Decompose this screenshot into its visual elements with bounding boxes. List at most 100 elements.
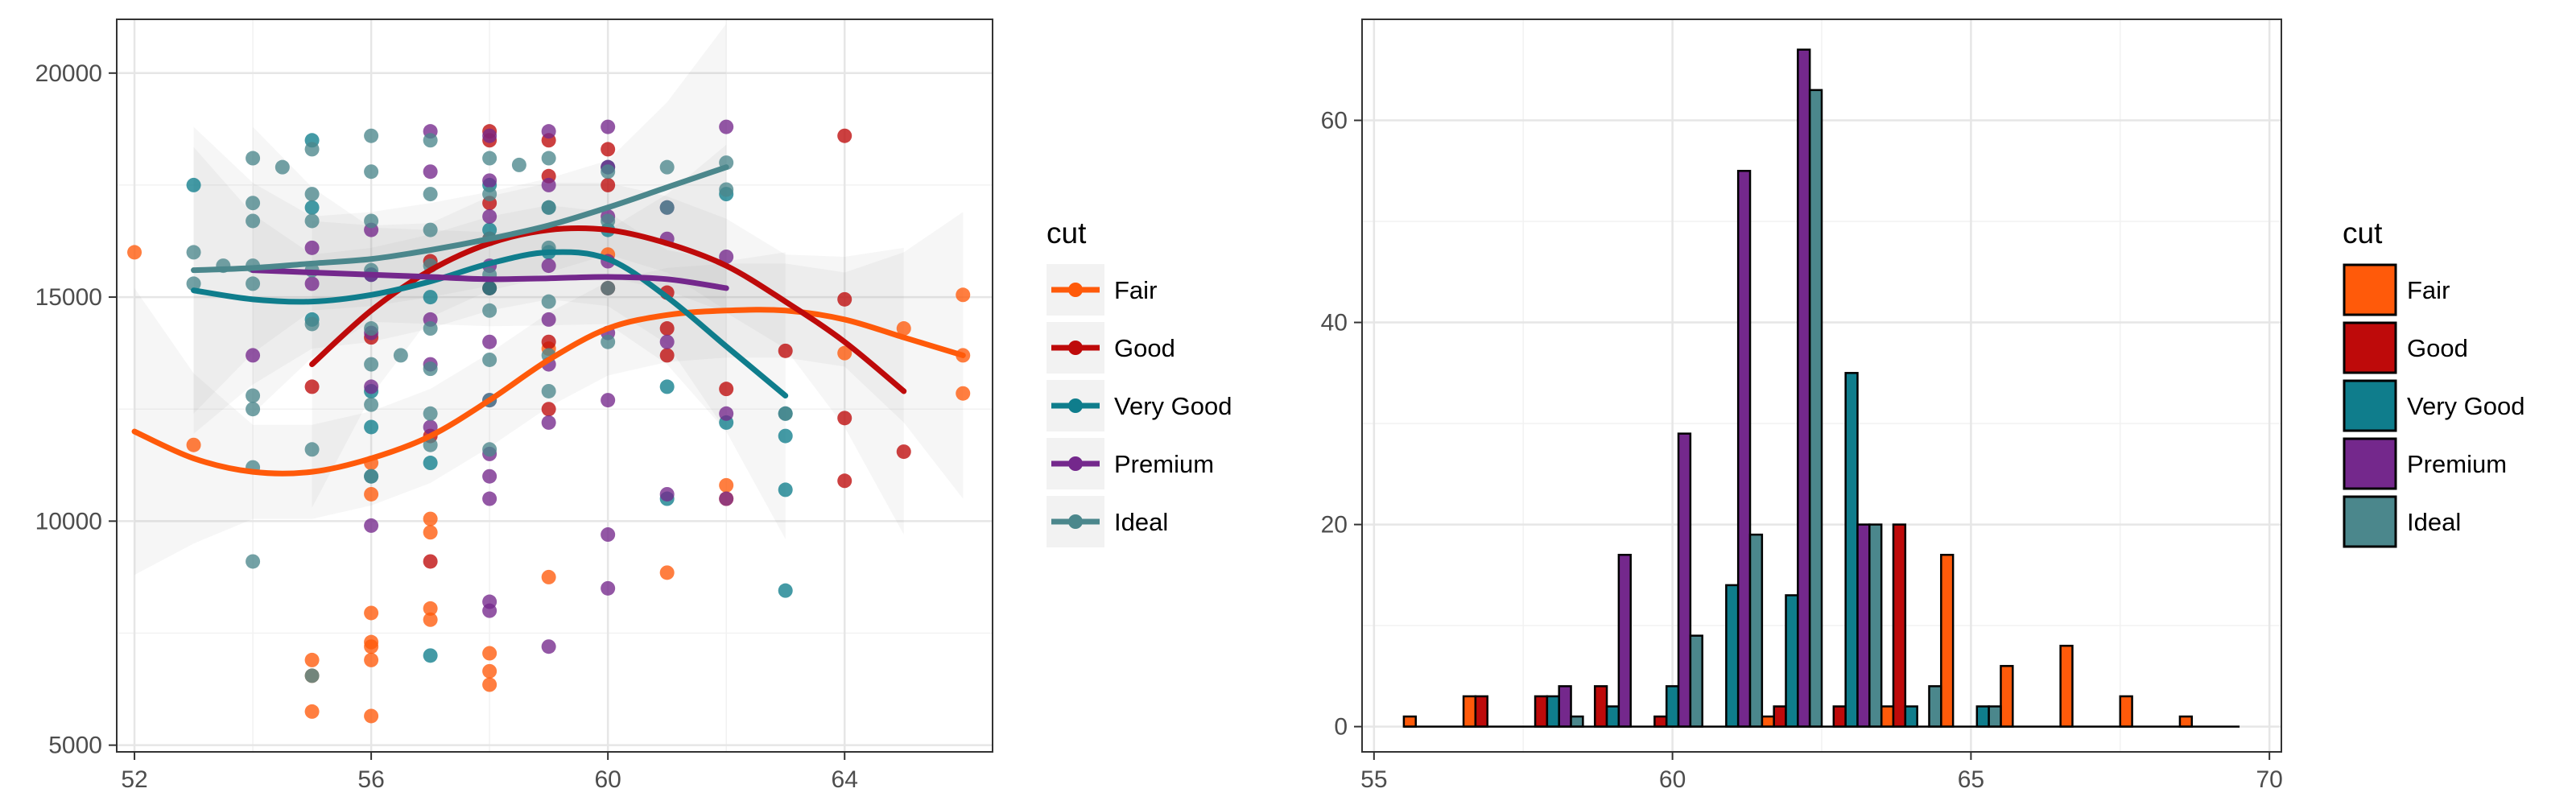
scatter-point <box>719 182 734 197</box>
histogram-legend-item-very-good: Very Good <box>2343 379 2524 432</box>
scatter-point <box>423 290 438 305</box>
histogram-bar <box>1474 695 1488 728</box>
histogram-bar <box>2059 644 2074 728</box>
histogram-y-tick-label: 20 <box>1321 512 1348 539</box>
scatter-point <box>482 442 497 457</box>
scatter-point <box>304 213 320 229</box>
scatter-point <box>601 164 616 180</box>
scatter-point <box>482 208 497 224</box>
scatter-point <box>719 477 734 493</box>
scatter-point <box>423 437 438 452</box>
legend-label: Good <box>1114 334 1175 362</box>
scatter-point <box>541 402 556 417</box>
scatter-point <box>423 361 438 377</box>
scatter-point <box>541 124 556 139</box>
scatter-point <box>364 128 379 143</box>
histogram-axes: 55 60 65 70 0 20 40 60 <box>1321 108 2283 793</box>
scatter-point <box>778 343 793 358</box>
scatter-y-tick-label: 20000 <box>35 60 102 87</box>
scatter-point <box>246 276 261 291</box>
legend-key-point <box>1068 456 1083 471</box>
scatter-point <box>246 554 261 569</box>
histogram-bar <box>1736 170 1752 728</box>
scatter-x-tick-label: 52 <box>121 766 147 793</box>
histogram-legend-title: cut <box>2343 217 2383 250</box>
histogram-x-tick-label: 65 <box>1958 766 1984 793</box>
scatter-point <box>896 321 911 336</box>
histogram-bar <box>1904 705 1918 728</box>
smooth-line-very-good <box>191 249 789 399</box>
legend-label: Fair <box>1114 276 1157 304</box>
scatter-point <box>423 456 438 471</box>
scatter-point <box>482 469 497 484</box>
scatter-point <box>423 525 438 540</box>
scatter-point <box>541 569 556 584</box>
scatter-point <box>837 345 852 361</box>
histogram-bar <box>1988 705 2002 728</box>
scatter-point <box>127 245 142 260</box>
scatter-point <box>837 411 852 426</box>
scatter-point <box>482 151 497 166</box>
histogram-bar <box>1832 705 1847 728</box>
scatter-point <box>482 352 497 367</box>
scatter-legend-item-good: Good <box>1046 322 1175 374</box>
scatter-point <box>541 383 556 398</box>
scatter-point <box>423 511 438 526</box>
legend-label: Good <box>2407 334 2468 362</box>
histogram-bar <box>1975 705 1990 728</box>
scatter-point <box>719 119 734 134</box>
scatter-point <box>482 280 497 295</box>
histogram-legend-item-ideal: Ideal <box>2343 495 2461 548</box>
histogram-bar <box>1534 695 1549 728</box>
scatter-points <box>127 119 971 724</box>
scatter-point <box>541 334 556 349</box>
scatter-x-tick-label: 60 <box>594 766 621 793</box>
legend-label: Ideal <box>1114 508 1168 536</box>
scatter-point <box>541 639 556 654</box>
scatter-point <box>659 379 675 394</box>
histogram-bar <box>1593 685 1608 728</box>
scatter-point <box>541 200 556 215</box>
scatter-point <box>304 142 320 157</box>
scatter-point <box>601 177 616 192</box>
histogram-x-tick-label: 55 <box>1360 766 1387 793</box>
scatter-point <box>423 612 438 627</box>
histogram-bar <box>1558 685 1572 728</box>
smooth-line-premium <box>250 267 729 291</box>
scatter-point <box>896 444 911 460</box>
scatter-point <box>364 518 379 533</box>
scatter-point <box>364 213 379 229</box>
scatter-point <box>837 291 852 307</box>
scatter-point <box>304 379 320 394</box>
histogram-legend-item-premium: Premium <box>2343 437 2507 490</box>
scatter-point <box>304 652 320 667</box>
histogram-legend-item-good: Good <box>2343 321 2468 374</box>
scatter-point <box>304 187 320 202</box>
smooth-line-good <box>309 225 907 394</box>
scatter-point <box>423 321 438 336</box>
scatter-point <box>364 321 379 336</box>
histogram-bar <box>1856 523 1871 728</box>
scatter-legend-item-ideal: Ideal <box>1046 496 1168 547</box>
scatter-point <box>601 142 616 157</box>
histogram-bar <box>2000 665 2014 728</box>
scatter-point <box>659 565 675 580</box>
smooth-ribbon-ideal <box>193 23 727 414</box>
histogram-y-tick-label: 40 <box>1321 310 1348 336</box>
scatter-point <box>541 151 556 166</box>
scatter-legend-item-very-good: Very Good <box>1046 380 1232 431</box>
histogram-bar <box>1402 715 1417 728</box>
scatter-point <box>246 348 261 363</box>
scatter-point <box>423 164 438 180</box>
scatter-point <box>719 382 734 397</box>
legend-key-point <box>1068 514 1083 529</box>
legend-label: Very Good <box>1114 392 1232 420</box>
histogram-bar <box>1677 432 1692 728</box>
histogram-bar <box>1605 705 1620 728</box>
scatter-point <box>601 580 616 596</box>
histogram-bar <box>1892 523 1907 728</box>
scatter-point <box>304 316 320 332</box>
scatter-point <box>778 583 793 598</box>
scatter-point <box>364 469 379 484</box>
smooth-line-ideal <box>191 164 729 274</box>
